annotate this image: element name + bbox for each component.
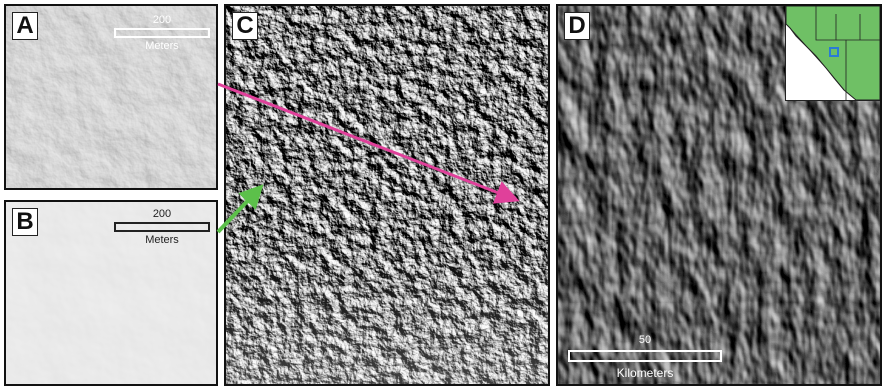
scale-unit-b: Meters xyxy=(145,234,179,246)
panel-label-a: A xyxy=(12,12,38,40)
panel-label-c: C xyxy=(232,12,258,40)
scale-bar-b: 200 Meters xyxy=(114,208,210,248)
panel-a: A 200 Meters xyxy=(4,4,218,190)
scale-unit-d: Kilometers xyxy=(616,366,674,380)
scale-value-a: 200 xyxy=(152,14,172,26)
scale-unit-a: Meters xyxy=(145,40,179,52)
panel-d: D 50 Kilometers xyxy=(556,4,882,386)
panel-label-d: D xyxy=(564,12,590,40)
hillshade-c xyxy=(226,6,548,384)
scale-bar-rect-a xyxy=(114,28,210,38)
panel-b: B 200 Meters xyxy=(4,200,218,386)
panel-label-b: B xyxy=(12,208,38,236)
scale-value-b: 200 xyxy=(152,208,172,220)
locator-map-icon xyxy=(785,6,880,101)
scale-bar-a: 200 Meters xyxy=(114,14,210,54)
scale-bar-rect-b xyxy=(114,222,210,232)
scale-value-d: 50 xyxy=(638,334,652,346)
hillshade-b xyxy=(6,202,216,384)
scale-bar-d: 50 Kilometers xyxy=(568,334,722,384)
scale-bar-rect-d xyxy=(568,350,722,362)
panel-c: C xyxy=(224,4,550,386)
